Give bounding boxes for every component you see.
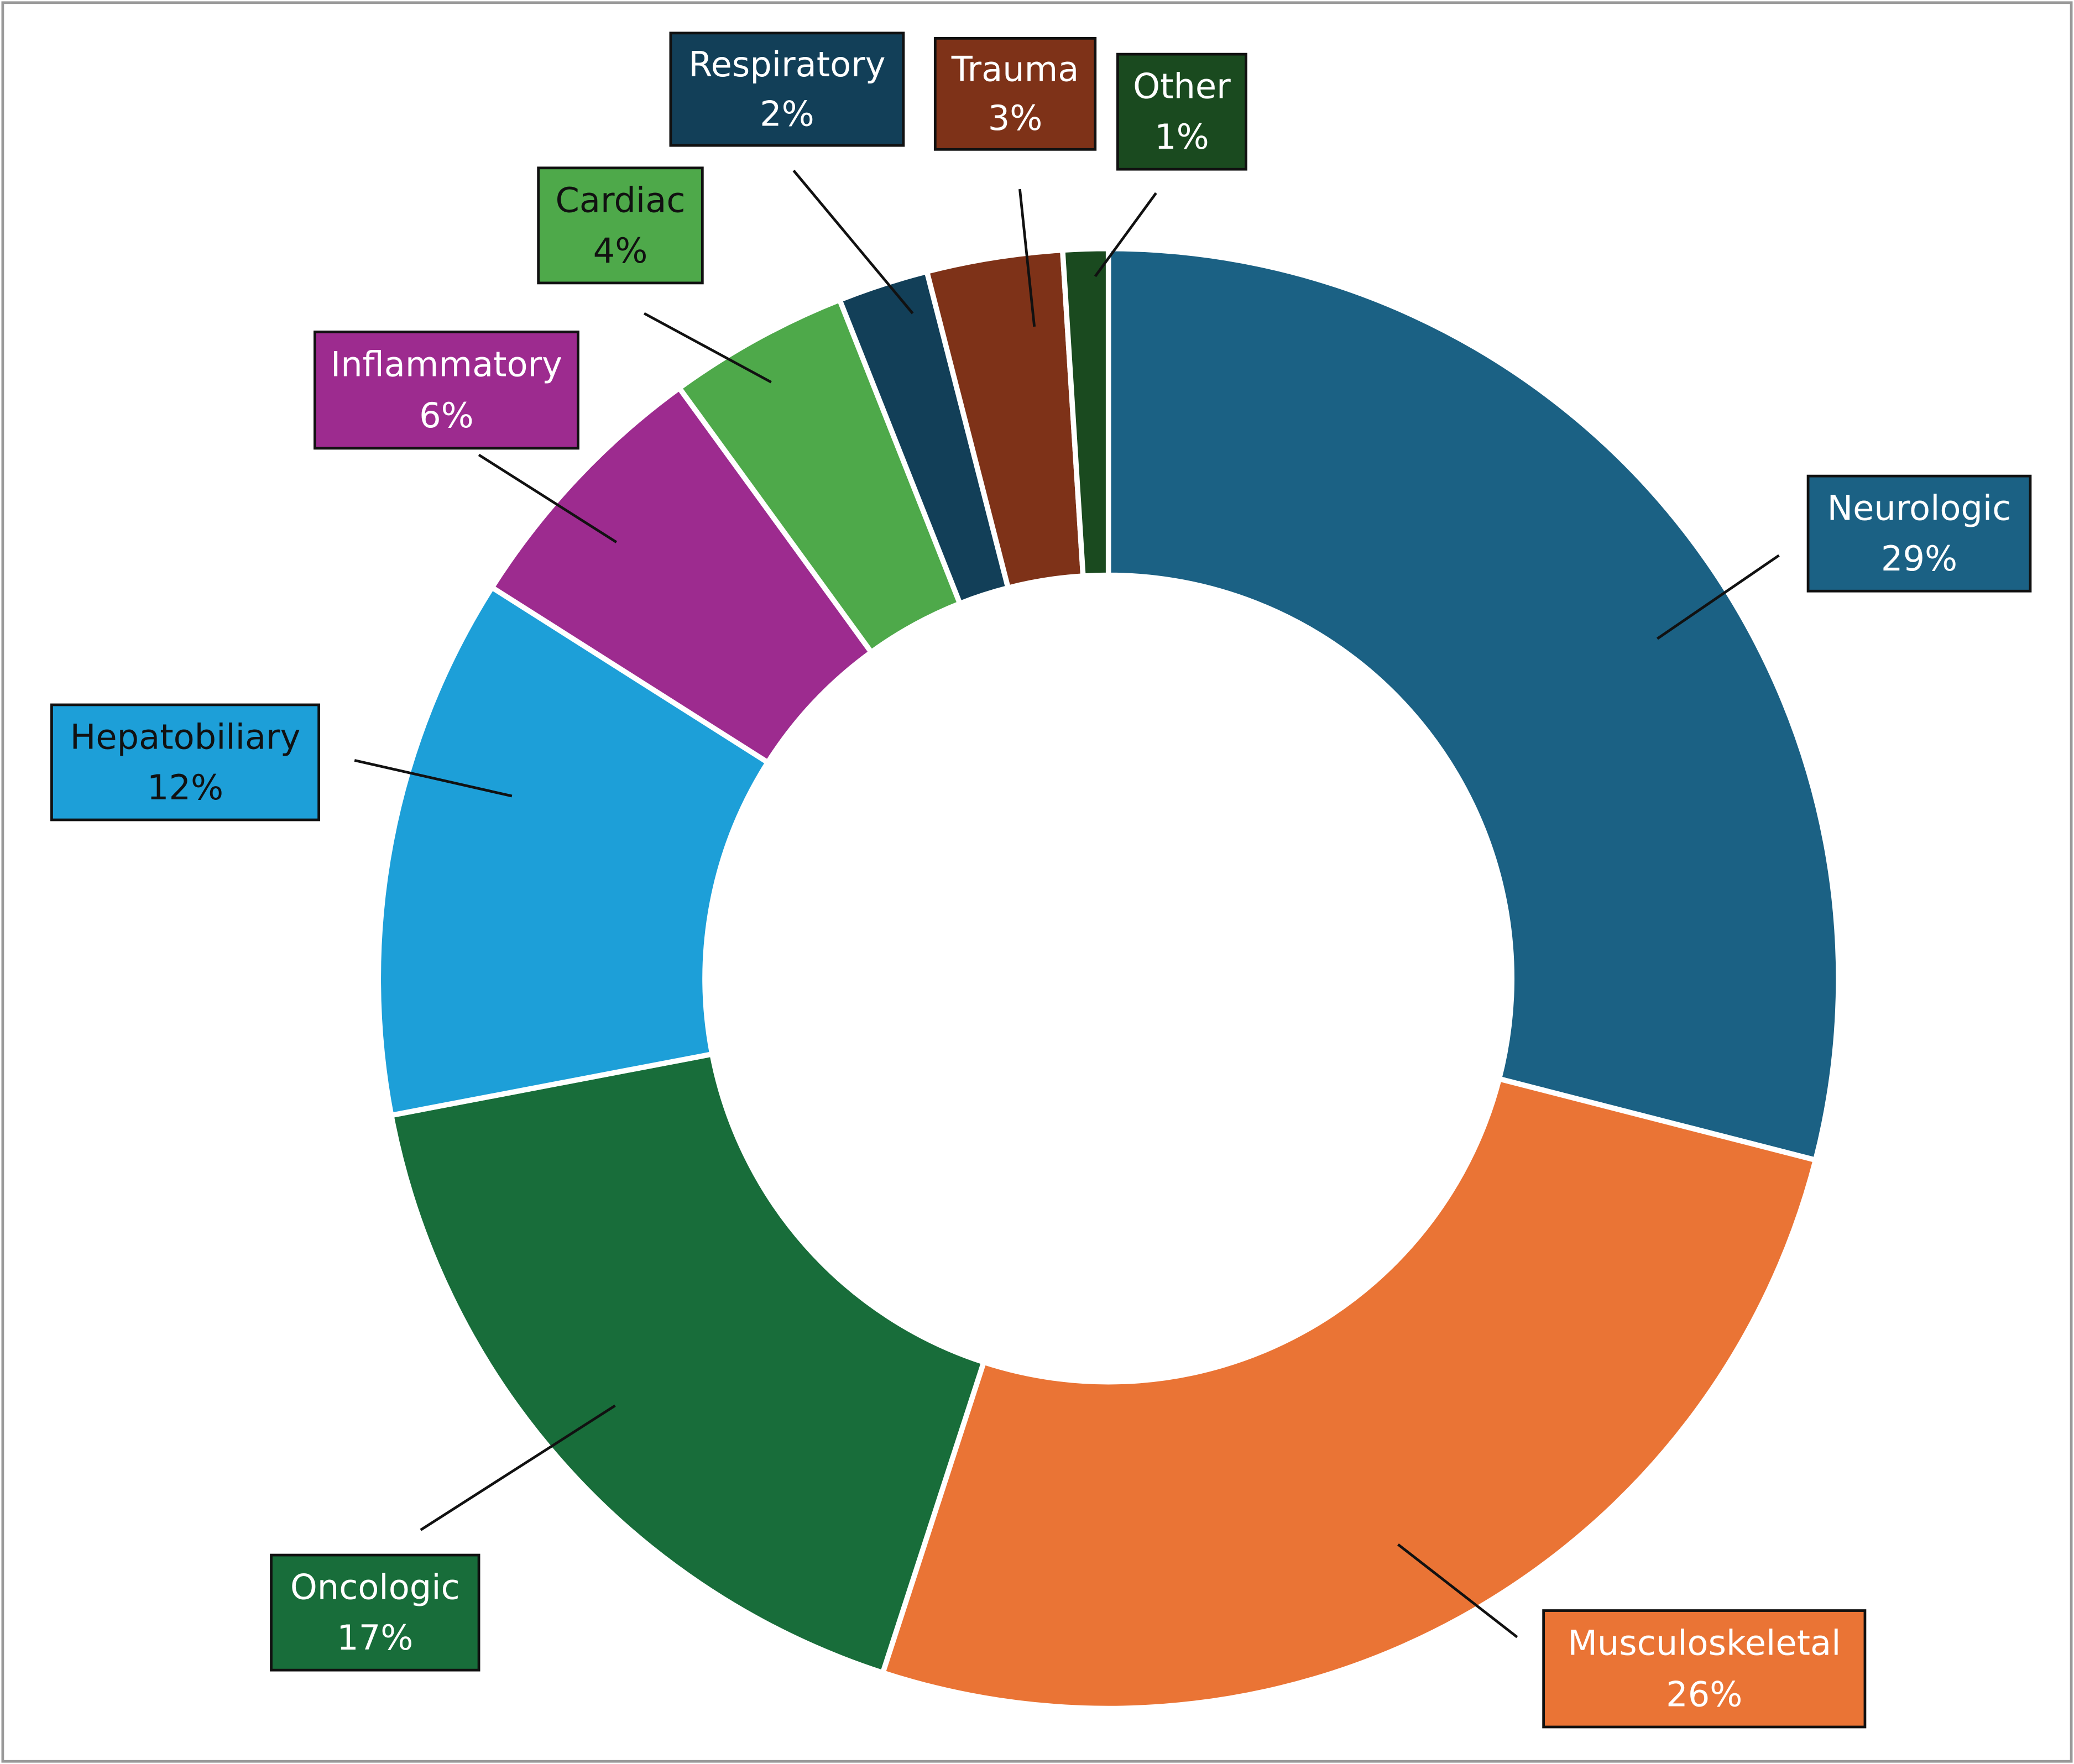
value-label: 2% bbox=[760, 93, 814, 134]
label-box bbox=[537, 166, 704, 285]
donut-slice bbox=[879, 1075, 1819, 1711]
value-label: 6% bbox=[419, 395, 474, 436]
value-label: 1% bbox=[1154, 117, 1209, 157]
leader-line bbox=[1397, 1543, 1518, 1639]
category-label: Respiratory bbox=[688, 44, 885, 85]
leader-line bbox=[1094, 192, 1157, 278]
value-label: 17% bbox=[337, 1618, 413, 1658]
category-label: Hepatobiliary bbox=[70, 716, 301, 757]
leader-line bbox=[478, 453, 618, 543]
leader-line bbox=[643, 312, 772, 384]
value-label: 26% bbox=[1666, 1674, 1742, 1714]
donut-slice bbox=[388, 1051, 988, 1676]
label-box bbox=[1542, 1609, 1867, 1729]
leader-line bbox=[420, 1404, 616, 1531]
leader-line bbox=[1018, 189, 1036, 327]
leader-line bbox=[792, 170, 914, 315]
label-box bbox=[669, 32, 905, 147]
donut-slice bbox=[375, 584, 772, 1119]
label-box bbox=[50, 703, 321, 821]
category-label: Inflammatory bbox=[331, 344, 562, 385]
category-label: Trauma bbox=[951, 49, 1079, 90]
category-label: Oncologic bbox=[290, 1567, 460, 1608]
label-box bbox=[314, 331, 579, 450]
donut-slice bbox=[1105, 245, 1841, 1164]
value-label: 29% bbox=[1881, 538, 1957, 579]
category-label: Cardiac bbox=[555, 180, 685, 220]
value-label: 3% bbox=[988, 98, 1043, 138]
leader-line bbox=[1657, 554, 1780, 640]
label-box bbox=[270, 1553, 480, 1672]
category-label: Musculoskeletal bbox=[1568, 1623, 1841, 1663]
category-label: Neurologic bbox=[1827, 488, 2012, 528]
label-box bbox=[1806, 474, 2032, 593]
leader-line bbox=[354, 759, 513, 798]
value-label: 4% bbox=[593, 231, 648, 271]
category-label: Other bbox=[1133, 66, 1231, 107]
label-box bbox=[933, 36, 1097, 151]
value-label: 12% bbox=[147, 767, 223, 808]
donut-slice bbox=[1059, 245, 1111, 579]
label-box bbox=[1116, 53, 1247, 171]
